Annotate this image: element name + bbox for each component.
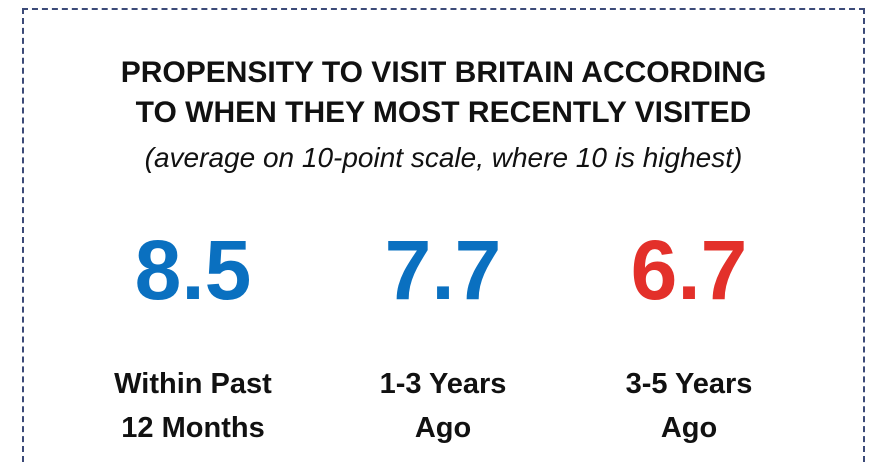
label-line: Ago <box>660 412 718 444</box>
title-line: PROPENSITY TO VISIT BRITAIN ACCORDING <box>120 56 767 89</box>
spacer <box>63 312 323 362</box>
item: 7.7 1-3 Years Ago <box>313 228 573 450</box>
label-line: 1-3 Years <box>379 368 507 400</box>
item: 6.7 3-5 Years Ago <box>559 228 819 450</box>
title-line: TO WHEN THEY MOST RECENTLY VISITED <box>135 96 752 129</box>
spacer <box>313 312 573 362</box>
value: 7.7 <box>384 223 502 317</box>
value: 6.7 <box>630 223 748 317</box>
item: 8.5 Within Past 12 Months <box>63 228 323 450</box>
dashed-frame <box>22 8 865 462</box>
spacer <box>559 312 819 362</box>
label-line: Within Past <box>114 368 272 400</box>
value: 8.5 <box>134 223 252 317</box>
label-line: Ago <box>414 412 472 444</box>
label-line: 12 Months <box>121 412 265 444</box>
label-line: 3-5 Years <box>625 368 753 400</box>
subtitle: (average on 10-point scale, where 10 is … <box>144 142 743 173</box>
